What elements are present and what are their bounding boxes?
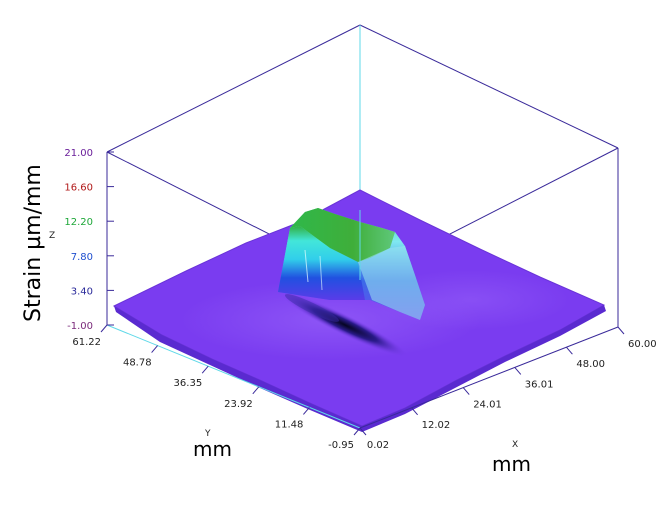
y-tick-mark	[100, 324, 108, 333]
x-tick-mark	[566, 346, 573, 355]
x-tick-label: 0.02	[367, 440, 389, 451]
x-axis-name: X	[512, 440, 518, 450]
y-tick-label: 36.35	[174, 378, 203, 389]
x-tick-mark	[411, 407, 418, 416]
z-axis-ticks: -1.00 3.40 7.80 12.20 16.60 21.00	[64, 148, 114, 332]
z-tick-label: 7.80	[71, 252, 93, 263]
x-tick-mark	[359, 427, 367, 436]
x-tick-label: 12.02	[422, 420, 451, 431]
y-tick-mark	[353, 427, 361, 436]
y-axis-title: mm	[193, 437, 232, 461]
front-edges	[106, 324, 619, 429]
y-tick-mark	[252, 386, 260, 395]
z-axis-name: Z	[49, 231, 55, 241]
x-tick-label: 36.01	[525, 379, 554, 390]
y-tick-label: 48.78	[123, 358, 152, 369]
x-tick-mark	[462, 387, 470, 395]
x-tick-label: 24.01	[473, 400, 502, 411]
x-tick-mark	[514, 367, 522, 375]
z-tick-label: -1.00	[67, 321, 93, 332]
z-axis-title: Strain µm/mm	[21, 164, 46, 322]
y-tick-label: -0.95	[328, 440, 354, 451]
y-tick-mark	[201, 365, 209, 374]
y-tick-label: 61.22	[72, 337, 101, 348]
x-tick-label: 48.00	[576, 359, 605, 370]
y-tick-mark	[151, 345, 158, 353]
z-tick-label: 21.00	[64, 148, 93, 159]
x-axis-ticks: 0.02 12.02 24.01 36.01 48.00 60.00	[359, 326, 657, 451]
y-tick-mark	[303, 407, 310, 415]
y-axis-ticks: 61.22 48.78 36.35 23.92 11.48 -0.95	[72, 324, 361, 451]
x-tick-label: 60.00	[628, 339, 657, 350]
y-tick-label: 11.48	[275, 419, 304, 430]
z-tick-label: 12.20	[64, 217, 93, 228]
z-tick-label: 3.40	[71, 286, 93, 297]
y-tick-label: 23.92	[224, 399, 253, 410]
x-tick-mark	[617, 326, 625, 335]
surface	[112, 189, 606, 432]
x-axis-title: mm	[492, 452, 531, 476]
y-axis-name: Y	[204, 429, 211, 439]
z-tick-label: 16.60	[64, 183, 93, 194]
